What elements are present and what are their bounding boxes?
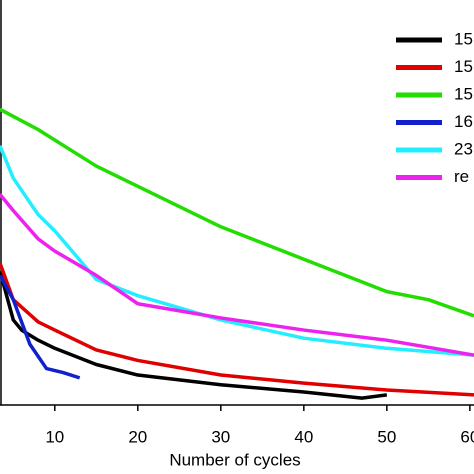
x-tick-label: 60	[460, 427, 474, 446]
data-line	[0, 193, 474, 357]
legend-label: re	[454, 167, 469, 186]
x-tick-label: 30	[211, 427, 230, 446]
x-tick-label: 50	[377, 427, 396, 446]
data-line	[0, 107, 474, 318]
legend-label: 15	[454, 57, 473, 76]
data-line	[0, 274, 81, 380]
x-tick-label: 20	[128, 427, 147, 446]
legend-label: 16	[454, 112, 473, 131]
data-line	[0, 270, 388, 400]
x-tick-label: 40	[294, 427, 313, 446]
x-axis-label: Number of cycles	[169, 450, 300, 469]
data-line	[0, 262, 474, 397]
x-tick-label: 10	[45, 427, 64, 446]
legend-label: 15	[454, 29, 473, 48]
legend-label: 15	[454, 84, 473, 103]
legend-label: 23	[454, 139, 473, 158]
